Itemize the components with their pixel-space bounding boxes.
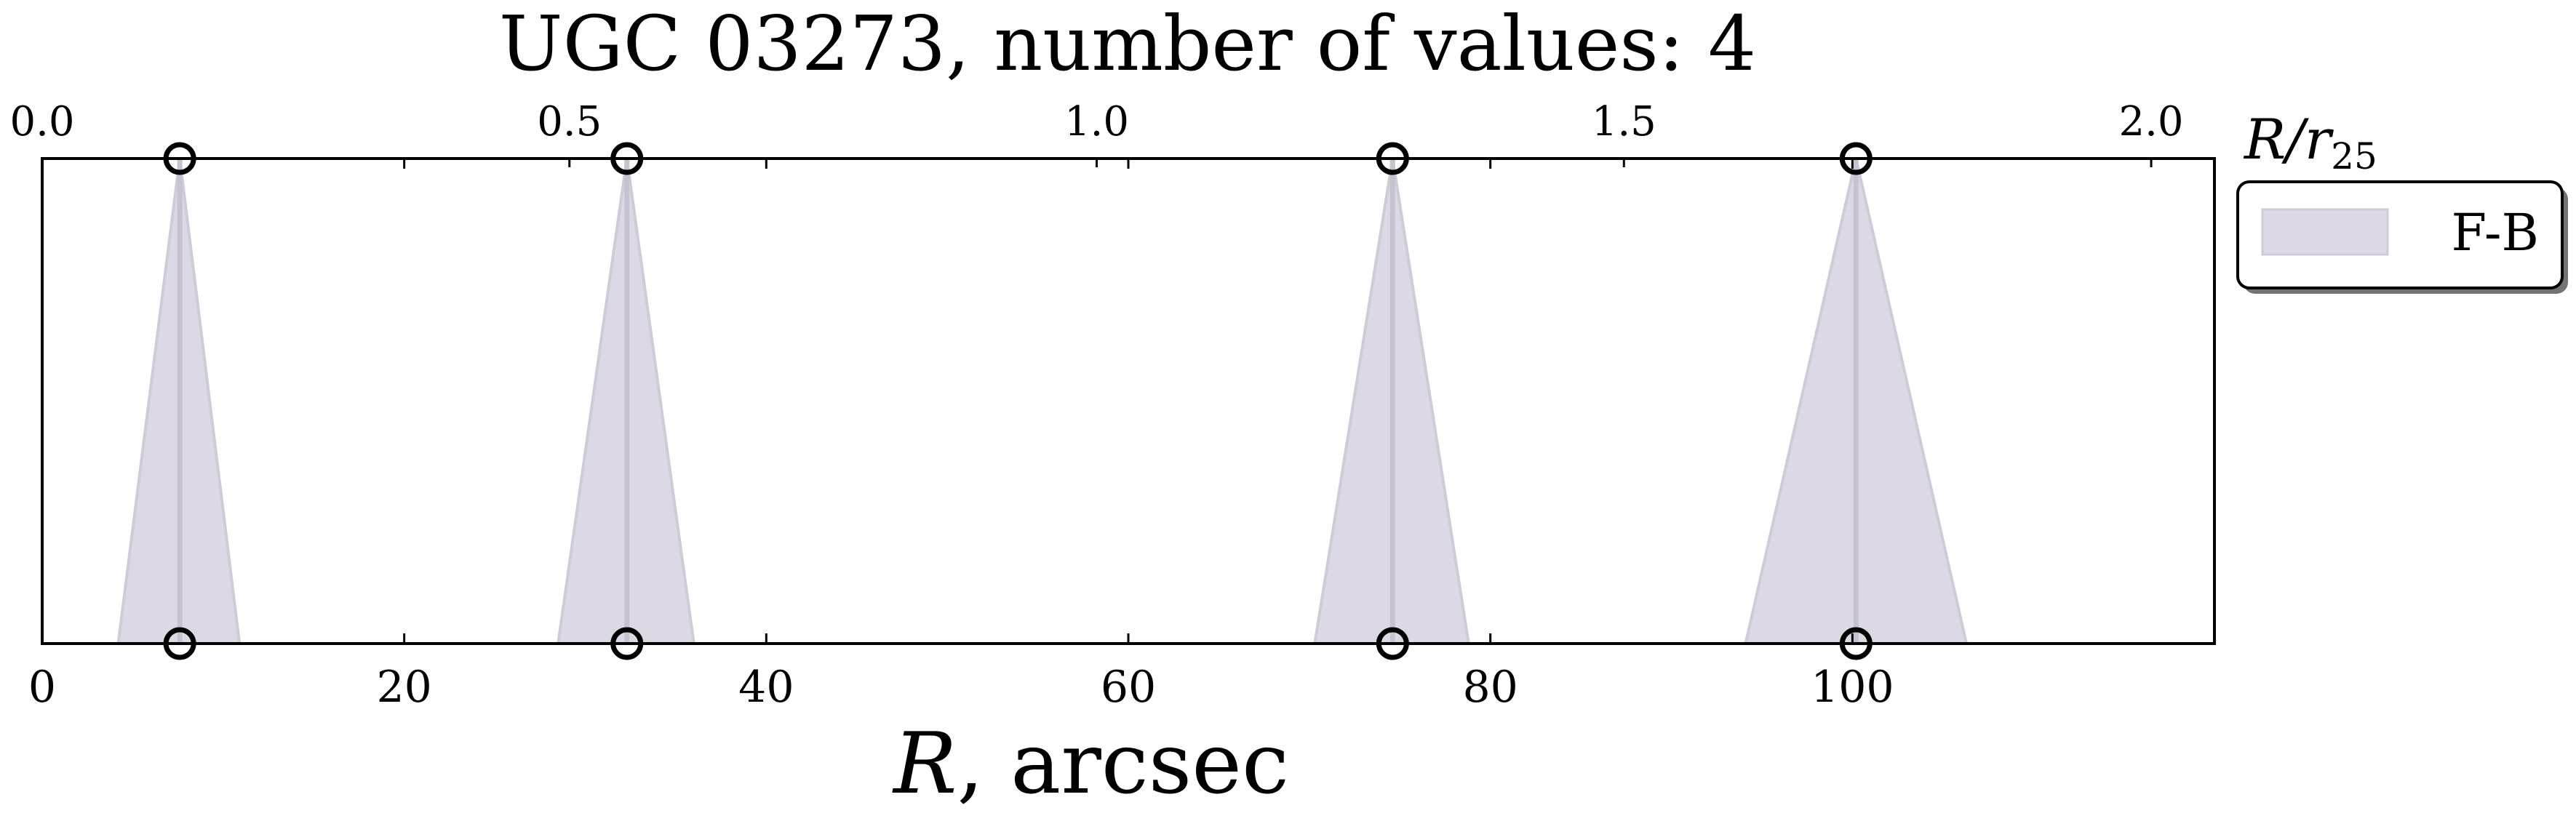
legend: F-B (2236, 180, 2568, 294)
x2-tick-label-0: 0.0 (9, 98, 74, 145)
legend-swatch (2261, 208, 2389, 256)
bottom-ticks: 0 20 40 60 80 100 (28, 159, 1894, 713)
x-tick-label-5: 100 (1811, 662, 1894, 713)
x2-tick-label-2: 1.0 (1064, 98, 1129, 145)
x-axis-label-unit: , arcsec (957, 715, 1288, 813)
top-axis-label-sub: 25 (2331, 135, 2377, 177)
x2-tick-label-3: 1.5 (1592, 98, 1656, 145)
data-layer (116, 142, 1969, 660)
x-axis-label: R, arcsec (892, 715, 1289, 813)
x2-tick-label-1: 0.5 (537, 98, 602, 145)
x-tick-label-4: 80 (1462, 662, 1518, 713)
top-ticks: 0.0 0.5 1.0 1.5 2.0 (9, 98, 2184, 167)
top-axis-label-var: R/r (2243, 107, 2334, 172)
legend-label: F-B (2451, 203, 2539, 263)
x-tick-label-0: 0 (28, 662, 56, 713)
chart-title: UGC 03273, number of values: 4 (499, 0, 1756, 88)
x-tick-label-2: 40 (738, 662, 794, 713)
x-axis-label-var: R (892, 715, 957, 813)
x2-tick-label-4: 2.0 (2118, 98, 2183, 145)
x-tick-label-3: 60 (1101, 662, 1156, 713)
x-tick-label-1: 20 (376, 662, 431, 713)
top-axis-label: R/r25 (2243, 107, 2377, 177)
